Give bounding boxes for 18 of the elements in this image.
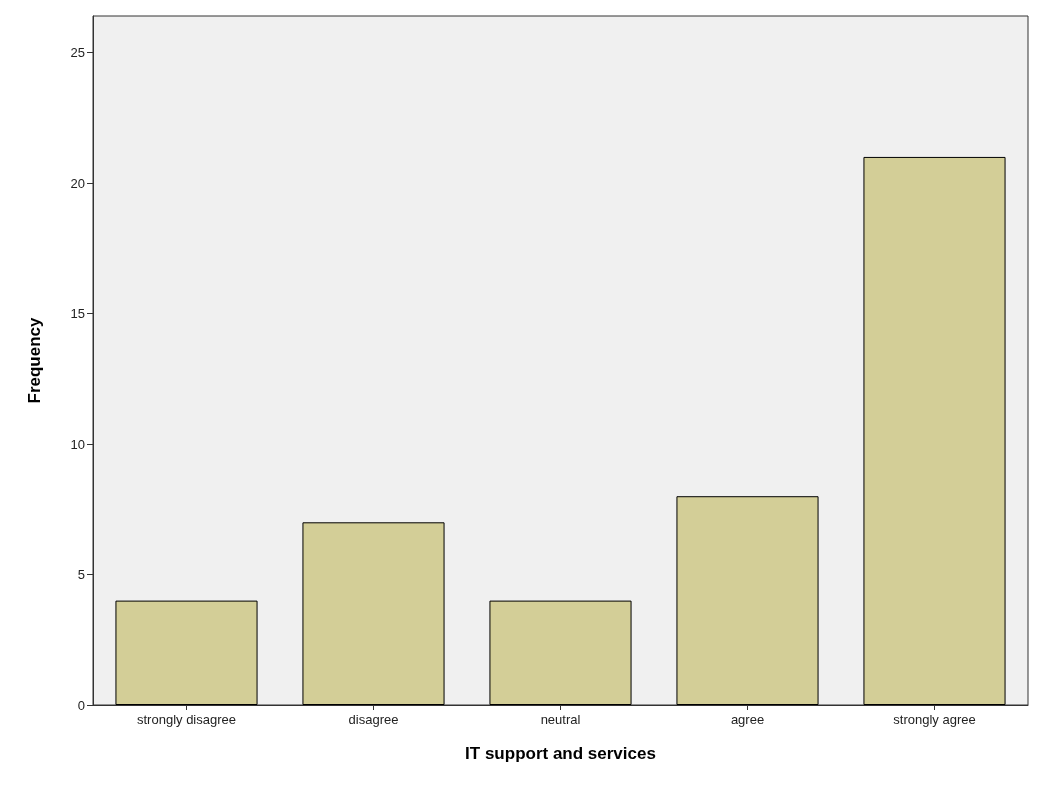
y-axis-title: Frequency (25, 316, 44, 404)
x-tick-label: disagree (348, 712, 399, 727)
bar (676, 496, 819, 705)
x-tick-label: strongly agree (893, 712, 976, 727)
bar (863, 156, 1006, 705)
y-tick-label: 15 (70, 306, 85, 322)
bar (302, 522, 445, 705)
x-tick-label: strongly disagree (137, 712, 236, 727)
x-axis-title: IT support and services (465, 744, 656, 763)
x-tick-label: neutral (540, 712, 581, 727)
y-tick-label: 25 (70, 45, 85, 61)
bar (115, 600, 258, 705)
y-tick-label: 5 (77, 567, 85, 583)
y-tick-label: 0 (77, 697, 85, 713)
bar (489, 600, 632, 705)
x-tick-label: agree (730, 712, 765, 727)
y-tick-label: 20 (70, 175, 85, 191)
y-tick-label: 10 (70, 436, 85, 452)
